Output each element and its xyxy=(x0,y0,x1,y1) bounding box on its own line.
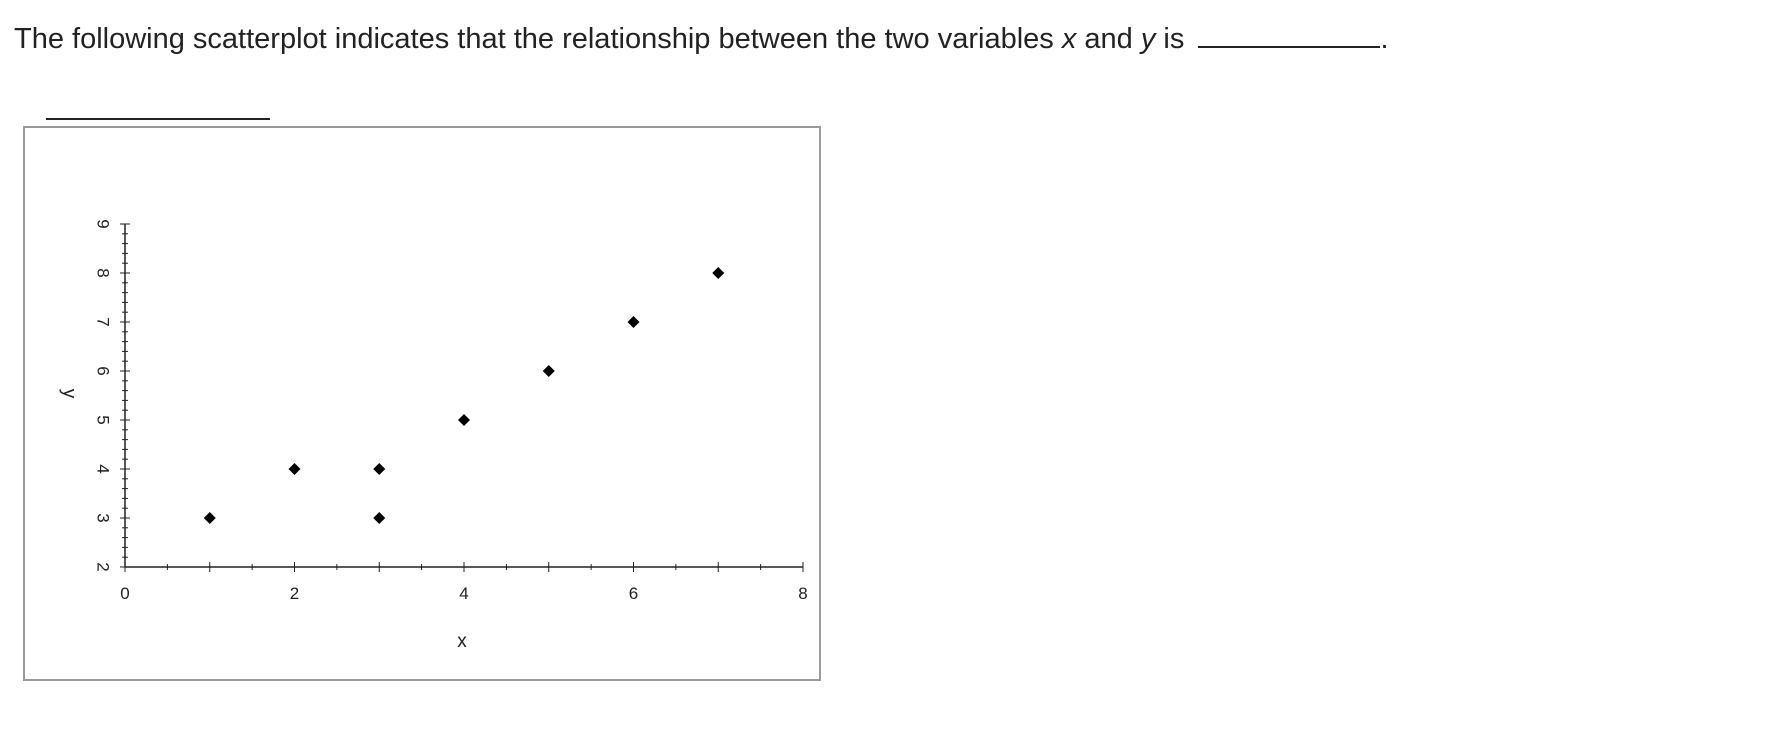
y-tick-label: 4 xyxy=(94,464,113,473)
question-text: The following scatterplot indicates that… xyxy=(14,18,1389,59)
data-point xyxy=(203,512,216,524)
data-point xyxy=(288,463,301,475)
x-tick-label: 0 xyxy=(120,584,129,603)
question-and: and xyxy=(1084,23,1133,55)
y-tick-label: 5 xyxy=(94,415,113,424)
y-axis-title: y xyxy=(59,389,80,399)
x-axis-title: x xyxy=(457,631,467,652)
scatter-chart: 0 2 4 6 8 2 3 4 5 6 7 8 9 x y xyxy=(59,219,808,652)
y-tick-label: 7 xyxy=(94,317,113,326)
variable-x: x xyxy=(1061,23,1077,55)
x-tick-label: 4 xyxy=(459,584,468,603)
y-tick-label: 9 xyxy=(94,219,113,228)
y-tick-label: 2 xyxy=(94,562,113,571)
y-tick-label: 3 xyxy=(94,513,113,522)
data-point xyxy=(627,316,640,328)
data-point xyxy=(542,365,555,377)
y-tick-label: 6 xyxy=(94,366,113,375)
x-tick-label: 8 xyxy=(798,584,807,603)
data-point xyxy=(712,267,725,279)
answer-blank-continued[interactable] xyxy=(46,118,270,120)
data-point xyxy=(373,512,386,524)
question-part1: The following scatterplot indicates that… xyxy=(14,23,1054,55)
data-point xyxy=(373,463,386,475)
chart-frame: 0 2 4 6 8 2 3 4 5 6 7 8 9 x y xyxy=(23,126,821,681)
data-point xyxy=(458,414,470,426)
question-is: is xyxy=(1163,23,1185,55)
y-tick-label: 8 xyxy=(94,268,113,277)
answer-blank[interactable] xyxy=(1198,18,1381,48)
question-end: . xyxy=(1380,23,1389,55)
x-tick-label: 2 xyxy=(290,584,299,603)
variable-y: y xyxy=(1140,23,1156,55)
x-tick-label: 6 xyxy=(629,584,638,603)
